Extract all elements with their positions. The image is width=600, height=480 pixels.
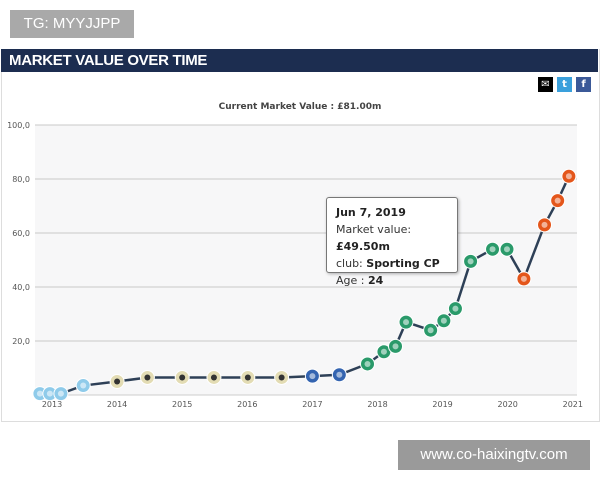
x-tick-label: 2015 bbox=[172, 400, 192, 409]
crest-detail bbox=[36, 390, 43, 397]
x-tick-label: 2018 bbox=[367, 400, 387, 409]
section-title: MARKET VALUE OVER TIME bbox=[1, 49, 598, 72]
crest-detail bbox=[520, 275, 527, 282]
crest-detail bbox=[80, 382, 87, 389]
crest-detail bbox=[565, 173, 572, 180]
tooltip-age-value: 24 bbox=[367, 274, 384, 287]
crest-detail bbox=[244, 374, 251, 381]
x-tick-label: 2014 bbox=[107, 400, 127, 409]
crest-detail bbox=[210, 374, 217, 381]
x-tick-label: 2016 bbox=[237, 400, 257, 409]
crest-detail bbox=[336, 371, 343, 378]
x-tick-label: 2021 bbox=[563, 400, 583, 409]
crest-detail bbox=[452, 305, 459, 312]
y-tick-label: 60,0 bbox=[12, 229, 30, 238]
tooltip-club-value: Sporting CP bbox=[366, 257, 440, 270]
crest-detail bbox=[179, 374, 186, 381]
crest-detail bbox=[278, 374, 285, 381]
crest-detail bbox=[57, 390, 64, 397]
tooltip: Jun 7, 2019 Market value: £49.50m club: … bbox=[326, 197, 458, 287]
crest-detail bbox=[503, 246, 510, 253]
watermark-top: TG: MYYJJPP bbox=[10, 10, 134, 38]
facebook-icon[interactable]: f bbox=[576, 77, 591, 92]
crest-detail bbox=[440, 317, 447, 324]
y-tick-label: 40,0 bbox=[12, 283, 30, 292]
x-tick-label: 2017 bbox=[302, 400, 322, 409]
crest-detail bbox=[46, 390, 53, 397]
x-tick-label: 2019 bbox=[432, 400, 452, 409]
x-tick-label: 2020 bbox=[498, 400, 518, 409]
crest-detail bbox=[380, 348, 387, 355]
crest-detail bbox=[309, 373, 316, 380]
crest-detail bbox=[403, 319, 410, 326]
plot-area bbox=[35, 125, 577, 395]
tooltip-date: Jun 7, 2019 bbox=[336, 206, 406, 219]
crest-detail bbox=[144, 374, 151, 381]
tooltip-mv-value: £49.50m bbox=[336, 240, 390, 253]
twitter-icon[interactable]: t bbox=[557, 77, 572, 92]
crest-detail bbox=[541, 221, 548, 228]
crest-detail bbox=[392, 343, 399, 350]
x-tick-label: 2013 bbox=[42, 400, 62, 409]
tooltip-club-label: club: bbox=[336, 257, 363, 270]
y-tick-label: 80,0 bbox=[12, 175, 30, 184]
watermark-bottom: www.co-haixingtv.com bbox=[398, 440, 590, 470]
y-tick-label: 20,0 bbox=[12, 337, 30, 346]
crest-detail bbox=[364, 360, 371, 367]
crest-detail bbox=[554, 197, 561, 204]
envelope-icon[interactable]: ✉ bbox=[538, 77, 553, 92]
tooltip-age-label: Age : bbox=[336, 274, 365, 287]
crest-detail bbox=[114, 378, 121, 385]
chart-title: Current Market Value : £81.00m bbox=[218, 102, 382, 112]
y-tick-label: 100,0 bbox=[7, 121, 30, 130]
crest-detail bbox=[427, 327, 434, 334]
crest-detail bbox=[467, 258, 474, 265]
crest-detail bbox=[489, 246, 496, 253]
tooltip-mv-label: Market value: bbox=[336, 223, 412, 236]
